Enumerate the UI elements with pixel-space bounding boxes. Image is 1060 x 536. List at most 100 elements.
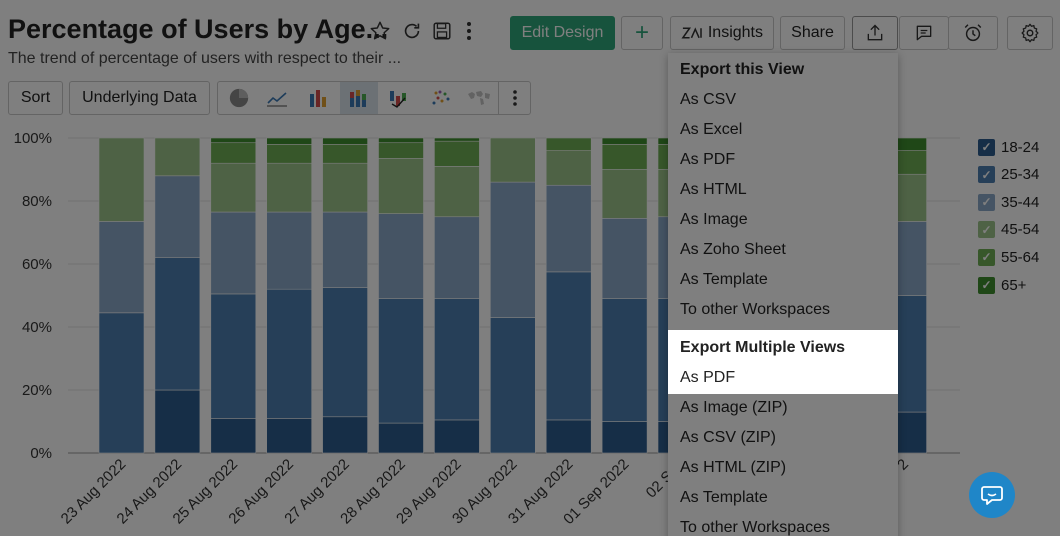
bar-segment-35-44[interactable] [545,184,592,273]
bar-segment-45-54[interactable] [489,137,536,183]
bar-segment-35-44[interactable] [98,221,145,314]
edit-design-button[interactable]: Edit Design [510,16,615,50]
legend-checkbox[interactable]: ✓ [978,193,995,211]
refresh-icon[interactable] [399,18,425,44]
bar-segment-55-64[interactable] [266,143,313,164]
save-icon[interactable] [429,18,455,44]
bar-segment-65+[interactable] [434,137,480,142]
menu-item[interactable]: As Zoho Sheet [680,241,786,258]
legend-item-45-54[interactable]: ✓ 45-54 [978,220,1039,240]
line-chart-icon[interactable] [258,82,296,114]
legend-checkbox[interactable]: ✓ [978,138,995,156]
bar-segment-65+[interactable] [210,137,257,144]
legend-checkbox[interactable]: ✓ [978,166,995,184]
menu-item[interactable]: As PDF [680,369,736,386]
bar-segment-55-64[interactable] [434,140,480,167]
bar-segment-55-64[interactable] [210,142,257,164]
legend-item-35-44[interactable]: ✓ 35-44 [978,192,1039,212]
legend-checkbox[interactable]: ✓ [978,276,995,294]
bar-segment-25-34[interactable] [545,271,592,421]
export-button[interactable] [852,16,898,50]
bar-segment-35-44[interactable] [266,211,313,290]
bar-segment-18-24[interactable] [322,416,368,454]
bar-segment-65+[interactable] [378,137,424,144]
bar-segment-35-44[interactable] [154,175,201,259]
bar-segment-65+[interactable] [601,137,648,145]
bar-segment-25-34[interactable] [601,298,648,422]
bar-segment-35-44[interactable] [434,216,480,299]
bar-segment-18-24[interactable] [266,418,313,454]
bar-segment-55-64[interactable] [545,137,592,151]
menu-item[interactable]: As Template [680,489,768,506]
bar-segment-35-44[interactable] [210,211,257,295]
sort-button[interactable]: Sort [8,81,63,115]
menu-item[interactable]: To other Workspaces [680,519,830,536]
bar-segment-18-24[interactable] [545,419,592,454]
bar-segment-18-24[interactable] [601,421,648,454]
bar-segment-55-64[interactable] [378,142,424,159]
bar-segment-18-24[interactable] [154,389,201,454]
bar-segment-25-34[interactable] [434,298,480,421]
bar-segment-45-54[interactable] [545,150,592,186]
legend-item-25-34[interactable]: ✓ 25-34 [978,165,1039,185]
legend-checkbox[interactable]: ✓ [978,221,995,239]
bar-segment-55-64[interactable] [601,143,648,170]
bar-segment-25-34[interactable] [266,288,313,419]
bar-segment-45-54[interactable] [98,137,145,222]
stacked-bar-chart-icon[interactable] [340,82,378,114]
menu-item[interactable]: As CSV (ZIP) [680,429,777,446]
bar-segment-35-44[interactable] [322,211,368,288]
bar-segment-45-54[interactable] [210,162,257,213]
bar-segment-35-44[interactable] [378,213,424,299]
menu-item[interactable]: As CSV [680,91,737,108]
legend-item-65+[interactable]: ✓ 65+ [978,275,1026,295]
bar-segment-55-64[interactable] [322,143,368,164]
legend-checkbox[interactable]: ✓ [978,248,995,266]
bar-segment-18-24[interactable] [378,422,424,454]
bar-segment-25-34[interactable] [322,287,368,418]
more-chart-options-icon[interactable] [498,82,530,114]
legend-item-18-24[interactable]: ✓ 18-24 [978,137,1039,157]
menu-item[interactable]: As Image [680,211,748,228]
bar-segment-65+[interactable] [266,137,313,145]
bar-segment-35-44[interactable] [601,218,648,299]
settings-button[interactable] [1007,16,1053,50]
bar-segment-25-34[interactable] [378,298,424,424]
share-button[interactable]: Share [780,16,845,50]
scatter-chart-icon[interactable] [422,82,460,114]
map-chart-icon[interactable] [460,82,498,114]
comment-button[interactable] [899,16,949,50]
bar-segment-65+[interactable] [322,137,368,145]
bar-chart-icon[interactable] [300,82,338,114]
bar-segment-45-54[interactable] [378,158,424,214]
bar-segment-45-54[interactable] [322,162,368,213]
bar-segment-25-34[interactable] [154,257,201,391]
underlying-data-button[interactable]: Underlying Data [69,81,210,115]
menu-item[interactable]: As HTML (ZIP) [680,459,787,476]
more-vertical-icon[interactable] [456,18,482,44]
add-button[interactable]: + [621,16,663,50]
bar-segment-45-54[interactable] [601,169,648,219]
pie-chart-icon[interactable] [220,82,258,114]
menu-item[interactable]: As Excel [680,121,743,138]
waterfall-chart-icon[interactable] [380,82,418,114]
insights-button[interactable]: Insights [670,16,774,50]
menu-item[interactable]: As PDF [680,151,736,168]
bar-segment-35-44[interactable] [489,181,536,318]
menu-item[interactable]: As Image (ZIP) [680,399,788,416]
legend-item-55-64[interactable]: ✓ 55-64 [978,247,1039,267]
alarm-button[interactable] [948,16,998,50]
bar-segment-25-34[interactable] [489,317,536,454]
bar-segment-25-34[interactable] [210,293,257,419]
menu-item[interactable]: As HTML [680,181,747,198]
bar-segment-45-54[interactable] [434,166,480,218]
bar-segment-18-24[interactable] [434,419,480,454]
menu-item[interactable]: To other Workspaces [680,301,830,318]
bar-segment-45-54[interactable] [154,137,201,177]
star-icon[interactable] [367,18,393,44]
chat-button[interactable] [969,472,1015,518]
bar-segment-45-54[interactable] [266,162,313,213]
bar-segment-25-34[interactable] [98,312,145,454]
menu-item[interactable]: As Template [680,271,768,288]
bar-segment-18-24[interactable] [210,418,257,454]
